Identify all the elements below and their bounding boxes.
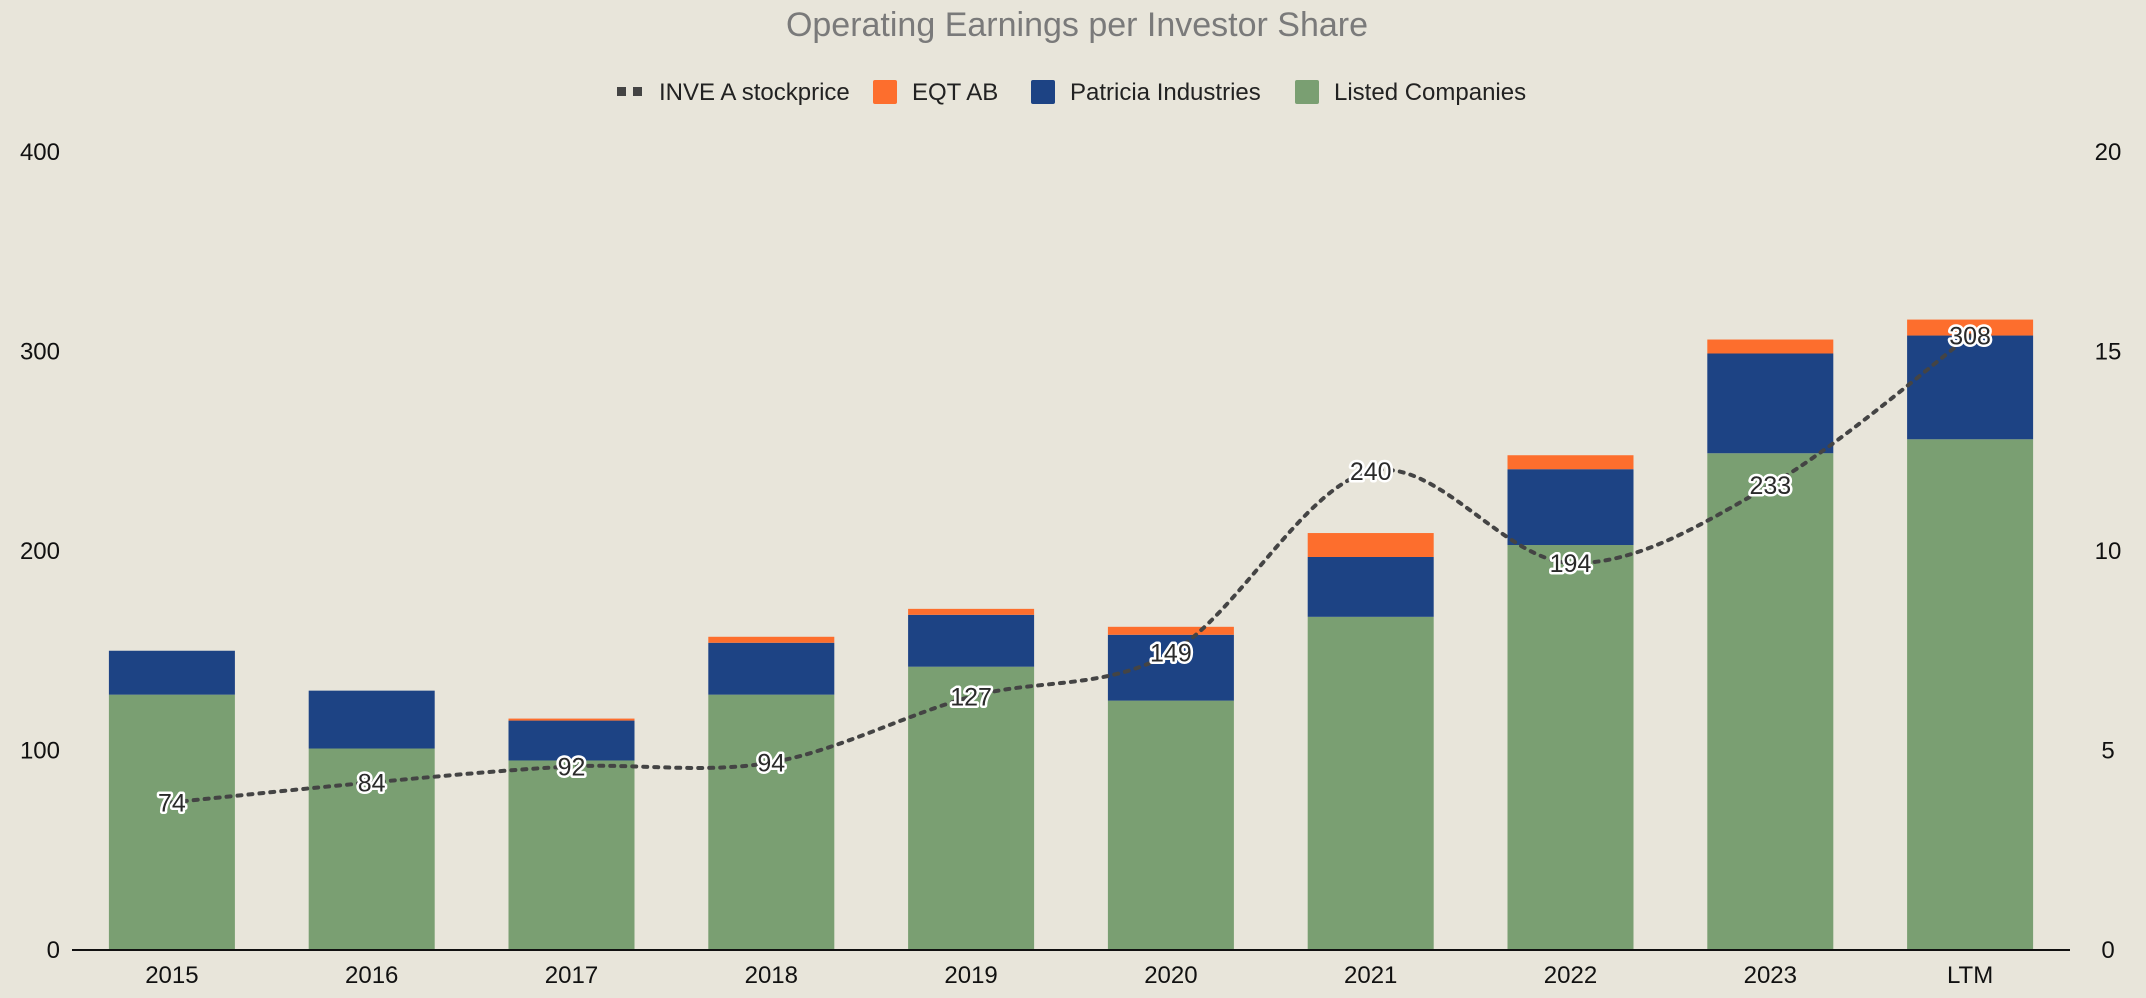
legend-marker-inve-a-stockprice-dot <box>617 87 626 96</box>
legend-swatch-eqt-ab <box>873 80 897 104</box>
bar-eqt-ab-2019 <box>908 608 1035 615</box>
x-tick-label-2018: 2018 <box>745 962 798 989</box>
bar-eqt-ab-2021 <box>1307 533 1434 557</box>
legend-label-inve-a-stockprice: INVE A stockprice <box>659 79 850 106</box>
bar-patricia-industries-2023 <box>1707 353 1834 454</box>
line-label-ltm: 308 <box>1949 323 1991 351</box>
legend-swatch-patricia-industries <box>1031 80 1055 104</box>
bar-patricia-industries-2016 <box>308 690 435 749</box>
bar-listed-companies-2023 <box>1707 453 1834 950</box>
bar-patricia-industries-ltm <box>1907 335 2034 440</box>
x-tick-label-2015: 2015 <box>145 962 198 989</box>
bar-patricia-industries-2022 <box>1507 469 1634 546</box>
legend-marker-inve-a-stockprice-dot <box>633 87 642 96</box>
bar-eqt-ab-2022 <box>1507 455 1634 470</box>
bar-patricia-industries-2015 <box>108 650 235 695</box>
x-tick-label-2022: 2022 <box>1544 962 1597 989</box>
line-label-2018: 94 <box>757 749 785 777</box>
bar-listed-companies-2017 <box>508 760 635 950</box>
line-label-2022: 194 <box>1550 550 1592 578</box>
y-right-tick-label: 10 <box>2095 538 2122 565</box>
x-tick-label-2016: 2016 <box>345 962 398 989</box>
y-left-tick-label: 100 <box>20 738 60 765</box>
bar-listed-companies-2021 <box>1307 616 1434 950</box>
bar-listed-companies-2022 <box>1507 545 1634 950</box>
y-right-tick-label: 5 <box>2101 738 2114 765</box>
bar-patricia-industries-2018 <box>708 642 835 695</box>
bar-listed-companies-2018 <box>708 694 835 950</box>
bar-patricia-industries-2021 <box>1307 556 1434 617</box>
y-left-tick-label: 200 <box>20 538 60 565</box>
line-label-2015: 74 <box>158 789 186 817</box>
legend-label-listed-companies: Listed Companies <box>1334 79 1526 106</box>
bar-listed-companies-2015 <box>108 694 235 950</box>
legend-label-eqt-ab: EQT AB <box>912 79 998 106</box>
bar-listed-companies-2019 <box>908 666 1035 950</box>
y-right-tick-label: 20 <box>2095 139 2122 166</box>
bar-listed-companies-ltm <box>1907 439 2034 950</box>
bar-eqt-ab-2020 <box>1107 626 1234 635</box>
bar-eqt-ab-2017 <box>508 718 635 721</box>
y-right-tick-label: 0 <box>2101 937 2114 964</box>
bar-eqt-ab-2018 <box>708 636 835 643</box>
x-tick-label-2020: 2020 <box>1144 962 1197 989</box>
bar-patricia-industries-2019 <box>908 614 1035 667</box>
y-left-tick-label: 0 <box>47 937 60 964</box>
y-left-tick-label: 300 <box>20 339 60 366</box>
y-right-tick-label: 15 <box>2095 339 2122 366</box>
line-label-2021: 240 <box>1350 458 1392 486</box>
x-tick-label-2021: 2021 <box>1344 962 1397 989</box>
x-tick-label-2017: 2017 <box>545 962 598 989</box>
legend-label-patricia-industries: Patricia Industries <box>1070 79 1261 106</box>
line-label-2020: 149 <box>1150 640 1192 668</box>
line-label-2019: 127 <box>950 684 992 712</box>
bar-patricia-industries-2020 <box>1107 634 1234 701</box>
y-left-tick-label: 400 <box>20 139 60 166</box>
chart-title: Operating Earnings per Investor Share <box>786 6 1368 44</box>
line-label-2017: 92 <box>558 753 586 781</box>
x-tick-label-2023: 2023 <box>1744 962 1797 989</box>
line-inve-a-stockprice <box>169 333 1973 805</box>
line-label-2023: 233 <box>1749 472 1791 500</box>
x-tick-label-ltm: LTM <box>1947 962 1993 989</box>
bar-patricia-industries-2017 <box>508 720 635 761</box>
line-label-2016: 84 <box>358 769 386 797</box>
bar-eqt-ab-2023 <box>1707 339 1834 354</box>
bar-listed-companies-2020 <box>1107 700 1234 950</box>
legend-swatch-listed-companies <box>1295 80 1319 104</box>
bar-eqt-ab-ltm <box>1907 319 2034 336</box>
x-tick-label-2019: 2019 <box>944 962 997 989</box>
